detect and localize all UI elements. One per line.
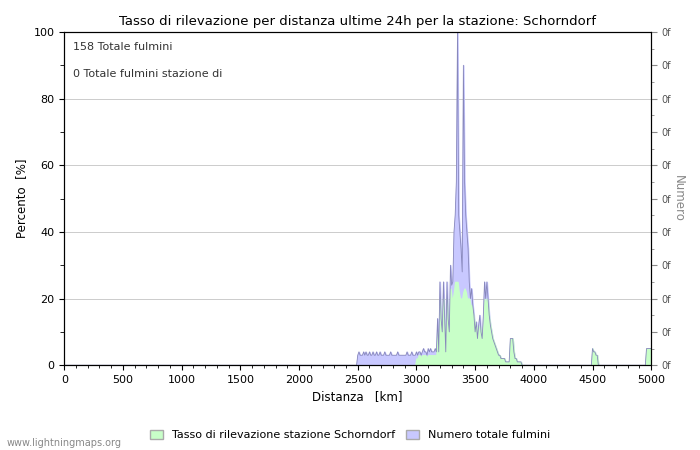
X-axis label: Distanza   [km]: Distanza [km]: [312, 391, 403, 404]
Text: www.lightningmaps.org: www.lightningmaps.org: [7, 438, 122, 448]
Text: 158 Totale fulmini: 158 Totale fulmini: [73, 42, 173, 52]
Legend: Tasso di rilevazione stazione Schorndorf, Numero totale fulmini: Tasso di rilevazione stazione Schorndorf…: [145, 425, 555, 445]
Y-axis label: Percento  [%]: Percento [%]: [15, 159, 28, 238]
Y-axis label: Numero: Numero: [672, 175, 685, 222]
Text: 0 Totale fulmini stazione di: 0 Totale fulmini stazione di: [73, 68, 223, 79]
Title: Tasso di rilevazione per distanza ultime 24h per la stazione: Schorndorf: Tasso di rilevazione per distanza ultime…: [119, 15, 596, 28]
